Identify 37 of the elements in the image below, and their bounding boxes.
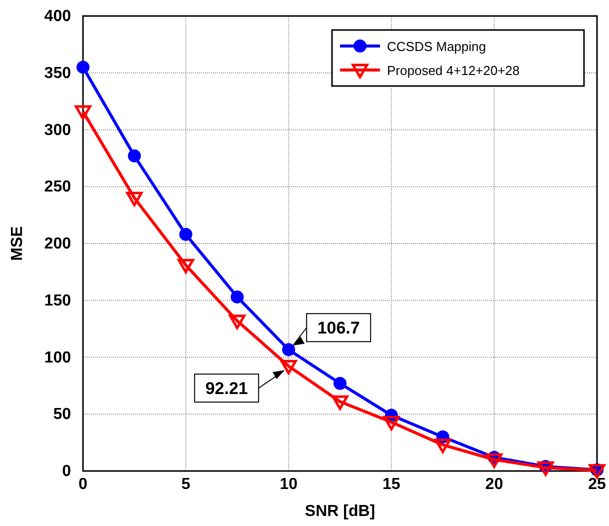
- y-tick-label: 150: [44, 292, 72, 310]
- y-tick-label: 350: [44, 64, 72, 82]
- point: [179, 228, 192, 241]
- x-tick-label: 15: [382, 476, 400, 493]
- x-axis-title: SNR [dB]: [304, 503, 376, 520]
- x-tick-label: 10: [280, 476, 298, 493]
- x-tick-label: 25: [588, 476, 606, 493]
- point: [332, 395, 348, 410]
- annotation: 92.21: [205, 379, 248, 398]
- y-tick-label: 300: [44, 122, 72, 139]
- point: [334, 376, 346, 390]
- y-tick-label: 100: [44, 349, 72, 366]
- point: [537, 461, 554, 476]
- point: [76, 60, 90, 74]
- point: [230, 290, 244, 304]
- legend-label: Proposed 4+12+20+28: [387, 63, 520, 78]
- x-tick-label: 20: [485, 476, 504, 493]
- x-tick-label: 0: [78, 476, 88, 493]
- point: [74, 105, 92, 120]
- point: [486, 453, 502, 468]
- y-tick-label: 0: [62, 463, 72, 480]
- point: [282, 343, 296, 356]
- point: [126, 192, 143, 206]
- point: [383, 416, 400, 430]
- legend-label: CCSDS Mapping: [387, 39, 486, 54]
- y-axis-title: MSE: [9, 226, 26, 261]
- point: [228, 314, 246, 330]
- y-tick-label: 250: [44, 178, 72, 196]
- x-tick-label: 5: [181, 476, 190, 493]
- annotation: 106.7: [317, 318, 360, 338]
- point: [280, 360, 297, 374]
- y-tick-label: 50: [53, 406, 72, 424]
- point: [178, 258, 194, 274]
- y-tick-label: 400: [44, 8, 72, 25]
- point: [434, 438, 452, 454]
- y-tick-label: 200: [44, 236, 72, 252]
- point: [128, 149, 141, 162]
